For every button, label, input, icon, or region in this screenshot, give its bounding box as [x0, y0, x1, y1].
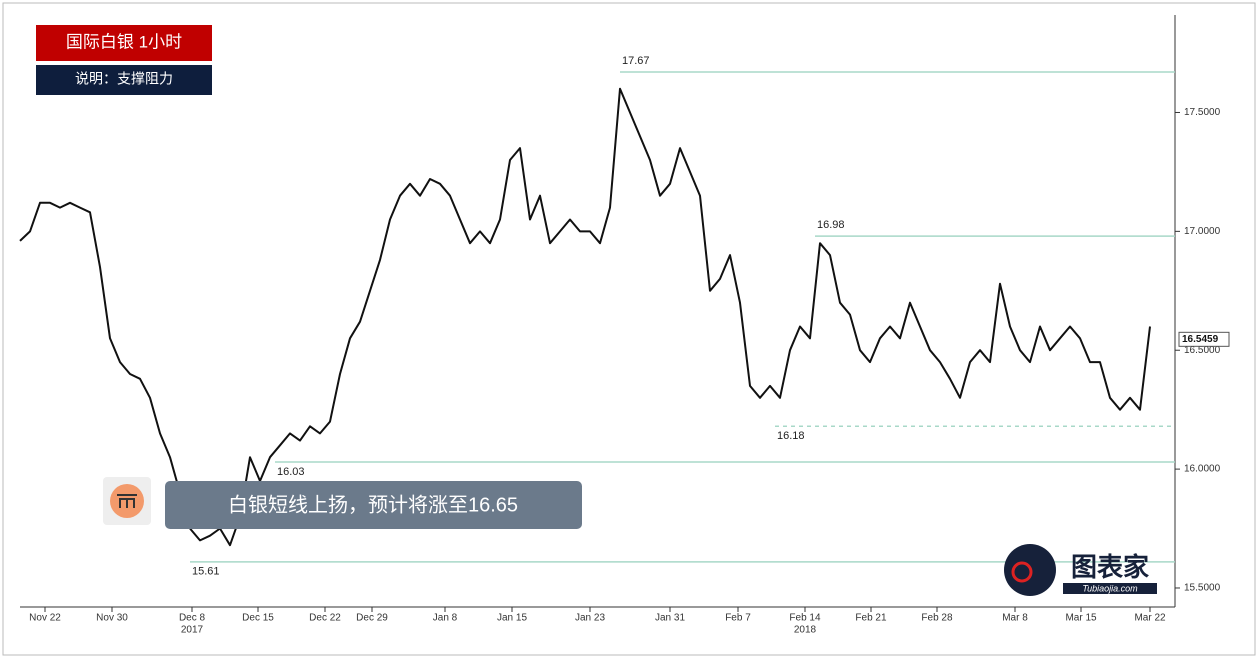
- y-tick-label: 17.0000: [1184, 226, 1221, 237]
- x-tick-label: Jan 15: [497, 613, 527, 624]
- x-tick-label: Mar 8: [1002, 613, 1028, 624]
- x-tick-label: Dec 22: [309, 613, 341, 624]
- last-value-box: [1178, 331, 1230, 347]
- y-tick-label: 17.5000: [1184, 107, 1221, 118]
- logo-bar: [1063, 583, 1157, 594]
- level-label: 15.61: [192, 566, 220, 578]
- icon-glyph: [117, 494, 137, 508]
- level-label: 16.18: [777, 430, 805, 442]
- x-tick-label: Feb 14: [789, 613, 821, 624]
- x-tick-label: Nov 22: [29, 613, 61, 624]
- year-label: 2017: [181, 625, 204, 636]
- level-label: 17.67: [622, 55, 650, 67]
- last-value: 16.5459: [1182, 334, 1219, 345]
- year-label: 2018: [794, 625, 817, 636]
- x-tick-label: Jan 31: [655, 613, 685, 624]
- subtitle-box: [36, 65, 212, 95]
- annotation: 白银短线上扬，预计将涨至16.65: [228, 493, 518, 516]
- x-tick-label: Feb 28: [921, 613, 953, 624]
- level-label: 16.03: [277, 466, 305, 478]
- logo-ear: [1011, 561, 1033, 583]
- x-tick-label: Nov 30: [96, 613, 128, 624]
- chart-title: 国际白银 1小时: [66, 32, 182, 51]
- level-label: 16.98: [817, 219, 845, 231]
- subtitle: 说明：支撑阻力: [75, 71, 173, 87]
- logo-url: Tubiaojia.com: [1082, 583, 1138, 593]
- y-tick-label: 16.5000: [1184, 345, 1221, 356]
- x-tick-label: Jan 23: [575, 613, 605, 624]
- title-box: [36, 25, 212, 61]
- x-tick-label: Dec 8: [179, 613, 206, 624]
- y-tick-label: 15.5000: [1184, 583, 1221, 594]
- x-tick-label: Jan 8: [433, 613, 458, 624]
- y-tick-label: 16.0000: [1184, 464, 1221, 475]
- x-tick-label: Dec 29: [356, 613, 388, 624]
- x-tick-label: Mar 22: [1134, 613, 1166, 624]
- plot: 15.5000 16.0000 16.5000 17.0000 17.5000 Nov 2…: [19, 55, 1230, 636]
- price-line: [19, 87, 1151, 547]
- x-tick-label: Feb 7: [725, 613, 751, 624]
- logo-name: 图表家: [1071, 552, 1149, 582]
- x-tick-label: Dec 15: [242, 613, 274, 624]
- x-tick-label: Mar 15: [1065, 613, 1097, 624]
- x-tick-label: Feb 21: [855, 613, 887, 624]
- annotation-box: [165, 481, 582, 529]
